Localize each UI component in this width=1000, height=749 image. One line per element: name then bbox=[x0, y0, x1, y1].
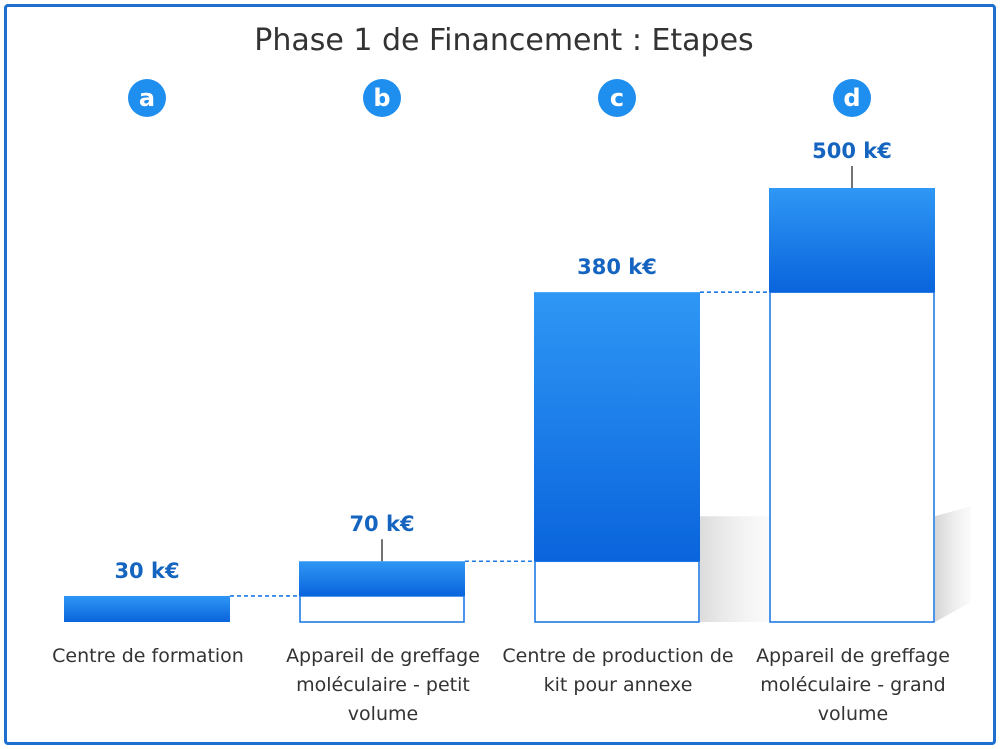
category-label: Centre de formation bbox=[52, 645, 244, 667]
chart-title: Phase 1 de Financement : Etapes bbox=[254, 23, 753, 58]
value-label: 30 k€ bbox=[114, 559, 179, 583]
category-label: kit pour annexe bbox=[544, 674, 693, 696]
category-label: volume bbox=[818, 703, 888, 725]
category-label: Centre de production de bbox=[502, 645, 733, 667]
bar-shadow bbox=[935, 506, 971, 622]
category-label: Appareil de greffage bbox=[756, 645, 950, 667]
step-badge bbox=[598, 79, 636, 117]
category-label: moléculaire - petit bbox=[296, 674, 470, 696]
category-label: volume bbox=[348, 703, 418, 725]
step-letter: b bbox=[373, 84, 390, 112]
step-badge bbox=[833, 79, 871, 117]
bar bbox=[64, 595, 230, 622]
bar-shadow bbox=[700, 516, 772, 622]
value-label: 70 k€ bbox=[349, 512, 414, 536]
bar bbox=[534, 292, 700, 562]
value-label: 500 k€ bbox=[812, 139, 892, 163]
step-badge bbox=[363, 79, 401, 117]
step-letter: d bbox=[843, 84, 860, 112]
step-letter: c bbox=[610, 84, 624, 112]
value-label: 380 k€ bbox=[577, 255, 657, 279]
bar-base-outline bbox=[534, 560, 700, 623]
bar bbox=[769, 188, 935, 293]
category-label: moléculaire - grand bbox=[760, 674, 945, 696]
step-badge bbox=[128, 79, 166, 117]
bar-base-outline bbox=[769, 291, 935, 623]
step-letter: a bbox=[139, 84, 155, 112]
category-label: Appareil de greffage bbox=[286, 645, 480, 667]
bar bbox=[299, 561, 465, 596]
bar-base-outline bbox=[299, 595, 465, 623]
